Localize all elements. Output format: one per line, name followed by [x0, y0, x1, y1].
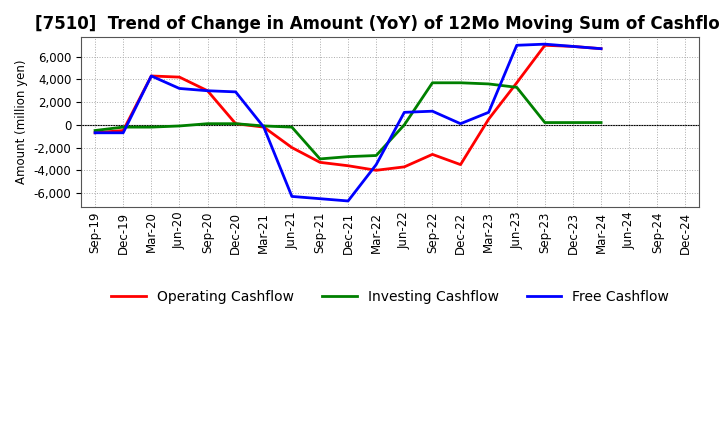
Operating Cashflow [91, 130, 99, 136]
Operating Cashflow [343, 163, 352, 169]
Operating Cashflow [175, 74, 184, 80]
Investing Cashflow [485, 81, 493, 87]
Operating Cashflow [569, 44, 577, 49]
Investing Cashflow [231, 121, 240, 126]
Investing Cashflow [400, 122, 409, 128]
Free Cashflow [119, 130, 127, 136]
Free Cashflow [372, 162, 380, 167]
Operating Cashflow [541, 43, 549, 48]
Free Cashflow [343, 198, 352, 204]
Investing Cashflow [456, 80, 465, 85]
Free Cashflow [147, 73, 156, 79]
Investing Cashflow [147, 125, 156, 130]
Free Cashflow [91, 130, 99, 136]
Investing Cashflow [287, 125, 296, 130]
Free Cashflow [456, 121, 465, 126]
Line: Investing Cashflow: Investing Cashflow [95, 83, 601, 159]
Investing Cashflow [428, 80, 437, 85]
Free Cashflow [513, 43, 521, 48]
Free Cashflow [428, 109, 437, 114]
Investing Cashflow [203, 121, 212, 126]
Operating Cashflow [259, 125, 268, 130]
Investing Cashflow [343, 154, 352, 159]
Investing Cashflow [513, 84, 521, 90]
Title: [7510]  Trend of Change in Amount (YoY) of 12Mo Moving Sum of Cashflows: [7510] Trend of Change in Amount (YoY) o… [35, 15, 720, 33]
Line: Free Cashflow: Free Cashflow [95, 44, 601, 201]
Free Cashflow [259, 125, 268, 130]
Free Cashflow [231, 89, 240, 95]
Free Cashflow [597, 46, 606, 51]
Free Cashflow [400, 110, 409, 115]
Investing Cashflow [372, 153, 380, 158]
Operating Cashflow [231, 121, 240, 126]
Operating Cashflow [119, 128, 127, 133]
Free Cashflow [203, 88, 212, 93]
Investing Cashflow [175, 123, 184, 128]
Investing Cashflow [569, 120, 577, 125]
Operating Cashflow [428, 152, 437, 157]
Investing Cashflow [91, 128, 99, 133]
Operating Cashflow [372, 168, 380, 173]
Operating Cashflow [513, 80, 521, 85]
Investing Cashflow [597, 120, 606, 125]
Operating Cashflow [485, 117, 493, 122]
Operating Cashflow [456, 162, 465, 167]
Operating Cashflow [147, 73, 156, 79]
Free Cashflow [569, 44, 577, 49]
Operating Cashflow [315, 160, 324, 165]
Investing Cashflow [259, 123, 268, 128]
Free Cashflow [287, 194, 296, 199]
Investing Cashflow [315, 156, 324, 161]
Operating Cashflow [400, 164, 409, 169]
Investing Cashflow [541, 120, 549, 125]
Operating Cashflow [597, 46, 606, 51]
Operating Cashflow [203, 88, 212, 93]
Operating Cashflow [287, 145, 296, 150]
Free Cashflow [485, 110, 493, 115]
Y-axis label: Amount (million yen): Amount (million yen) [15, 60, 28, 184]
Line: Operating Cashflow: Operating Cashflow [95, 45, 601, 170]
Free Cashflow [315, 196, 324, 202]
Investing Cashflow [119, 125, 127, 130]
Free Cashflow [541, 41, 549, 47]
Free Cashflow [175, 86, 184, 91]
Legend: Operating Cashflow, Investing Cashflow, Free Cashflow: Operating Cashflow, Investing Cashflow, … [106, 285, 675, 310]
